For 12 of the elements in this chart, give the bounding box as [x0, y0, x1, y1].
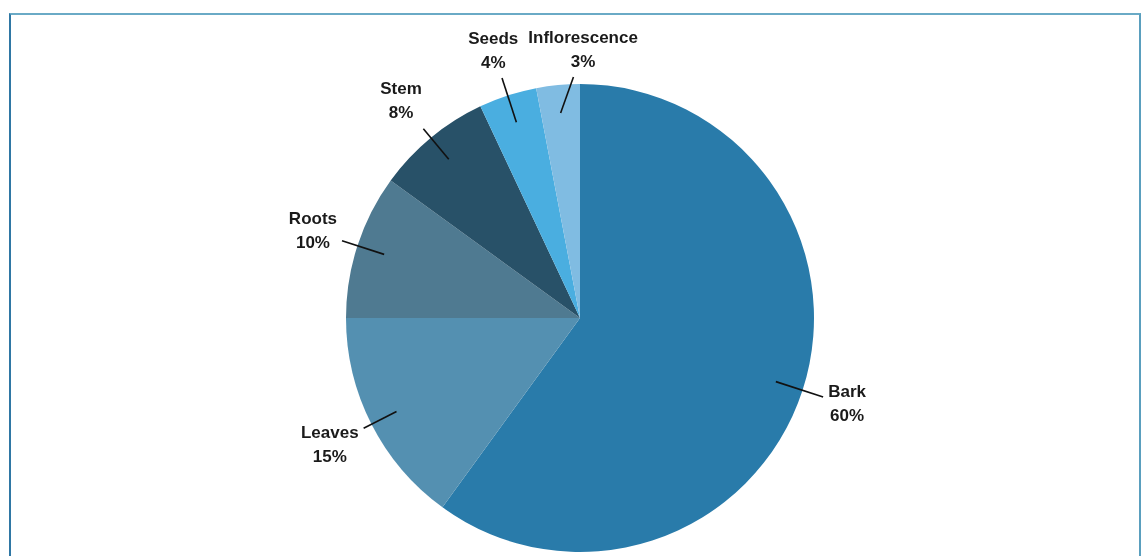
slice-label: Leaves	[300, 423, 359, 443]
data-label: 4%	[480, 52, 506, 72]
data-label: 3%	[570, 51, 596, 71]
data-label: 8%	[388, 103, 414, 123]
data-label: 15%	[312, 447, 347, 467]
slice-label: Roots	[288, 208, 338, 228]
data-label: 10%	[295, 232, 330, 252]
slice-label: Inflorescence	[528, 27, 638, 47]
slice-label: Seeds	[468, 28, 519, 48]
slice-label: Bark	[828, 382, 867, 402]
data-label: 60%	[830, 406, 865, 426]
slice-label: Stem	[380, 79, 422, 99]
